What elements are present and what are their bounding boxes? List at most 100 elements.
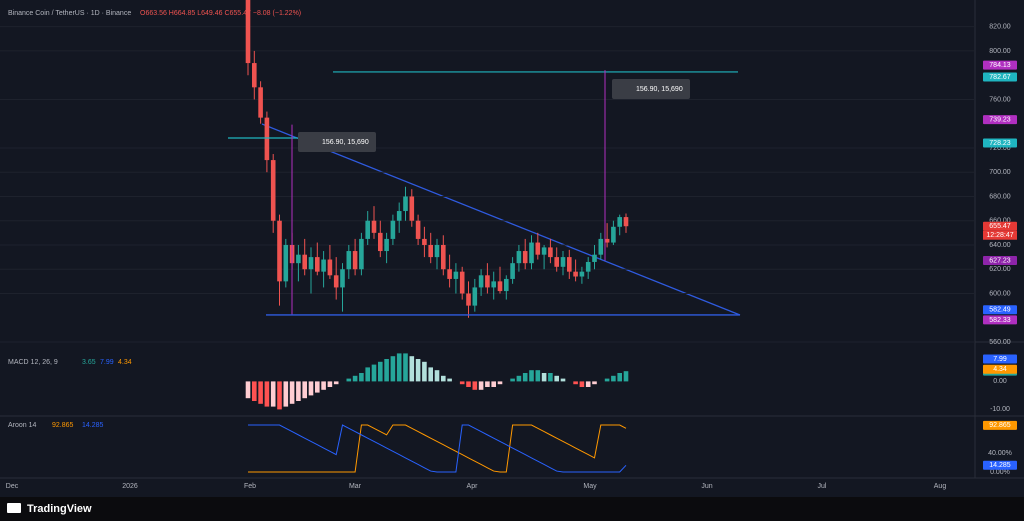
x-tick-label: Aug	[934, 483, 947, 490]
histogram-bar	[396, 353, 402, 382]
candle-body	[283, 244, 289, 282]
histogram-bar	[441, 375, 446, 382]
y-tick-label: 560.00	[989, 339, 1011, 346]
x-tick-label: Jun	[701, 483, 712, 490]
indicator-badge-bg	[983, 420, 1017, 430]
candle-body	[270, 160, 276, 221]
annotation: 156.90, 15,690	[636, 86, 683, 93]
histogram-bar	[466, 381, 471, 387]
candle-body	[390, 220, 396, 239]
y-tick-label: 620.00	[989, 266, 1011, 273]
candle-body	[441, 244, 446, 270]
histogram-bar	[308, 381, 314, 396]
y-tick-label: 820.00	[989, 24, 1011, 31]
x-tick-label: Mar	[349, 483, 362, 490]
price-label-bg	[983, 315, 1017, 325]
histogram-bar	[283, 381, 289, 407]
candle-body	[592, 254, 597, 262]
candle-body	[548, 247, 553, 258]
aroon-line	[248, 424, 627, 473]
histogram-bar	[365, 367, 370, 382]
aroon-line	[248, 424, 627, 473]
candle-body	[308, 257, 314, 270]
trendline	[261, 123, 741, 316]
histogram-bar	[277, 381, 282, 410]
price-label-bg	[983, 60, 1017, 70]
indicator-value: 92.865	[52, 422, 74, 429]
y-tick-label: 700.00	[989, 169, 1011, 176]
histogram-bar	[346, 378, 352, 382]
candle-body	[258, 87, 263, 118]
candle-body	[352, 251, 358, 270]
candle-body	[617, 217, 622, 227]
histogram-bar	[554, 375, 559, 382]
countdown-bg	[983, 230, 1017, 240]
histogram-bar	[623, 371, 629, 382]
y-tick-label: 660.00	[989, 218, 1011, 225]
histogram-bar	[617, 373, 622, 382]
candle-body	[598, 238, 604, 255]
histogram-bar	[604, 378, 610, 382]
histogram-bar	[352, 375, 358, 382]
histogram-bar	[289, 381, 295, 404]
candle-body	[585, 261, 591, 272]
histogram-bar	[516, 375, 522, 382]
indicator-title: MACD 12, 26, 9	[8, 359, 58, 366]
candle-body	[384, 238, 389, 252]
candle-body	[604, 238, 610, 243]
histogram-bar	[428, 367, 433, 382]
candle-body	[485, 275, 490, 288]
histogram-bar	[422, 361, 427, 382]
histogram-bar	[478, 381, 484, 390]
candle-body	[302, 254, 307, 270]
indicator-badge: 4.34	[993, 366, 1007, 373]
histogram-bar	[403, 353, 408, 382]
indicator-title: Aroon 14	[8, 422, 37, 429]
histogram-bar	[302, 381, 307, 399]
price-label-bg	[983, 115, 1017, 125]
price-label: 782.67	[989, 74, 1011, 81]
y-tick-label: -10.00	[990, 406, 1010, 413]
candle-body	[541, 247, 547, 255]
indicator-value: 3.65	[82, 359, 96, 366]
candle-body	[611, 226, 616, 243]
y-tick-label: 680.00	[989, 193, 1011, 200]
candle-body	[321, 259, 326, 272]
histogram-bar	[258, 381, 263, 404]
indicator-badge: 92.865	[989, 422, 1011, 429]
annotation-box	[298, 132, 376, 152]
indicator-value: 4.34	[118, 359, 132, 366]
candle-body	[447, 269, 452, 279]
candle-body	[573, 271, 578, 277]
histogram-bar	[611, 375, 616, 382]
candle-body	[466, 293, 471, 306]
x-tick-label: Apr	[467, 483, 479, 490]
histogram-bar	[384, 359, 389, 382]
candle-body	[371, 220, 377, 233]
histogram-bar	[252, 381, 257, 401]
candle-body	[340, 269, 345, 288]
candles	[245, 0, 629, 318]
histogram-bar	[327, 381, 333, 387]
candle-body	[472, 287, 478, 306]
annotation-box	[612, 79, 690, 99]
candle-body	[403, 196, 408, 212]
background	[0, 0, 1024, 497]
histogram-bar	[270, 381, 276, 407]
candle-body	[453, 271, 459, 279]
candle-body	[623, 217, 629, 227]
candle-body	[478, 275, 484, 288]
candle-body	[365, 220, 370, 239]
histogram-bar	[535, 370, 541, 382]
histogram-bar	[371, 364, 377, 382]
candle-body	[535, 242, 541, 255]
histogram-bar	[245, 381, 251, 399]
candle-body	[296, 254, 301, 264]
candle-body	[491, 281, 496, 288]
candle-body	[346, 251, 352, 270]
y-tick-label: 600.00	[989, 290, 1011, 297]
candle-body	[560, 257, 566, 267]
candle-body	[428, 244, 433, 258]
histogram-bar	[296, 381, 301, 401]
